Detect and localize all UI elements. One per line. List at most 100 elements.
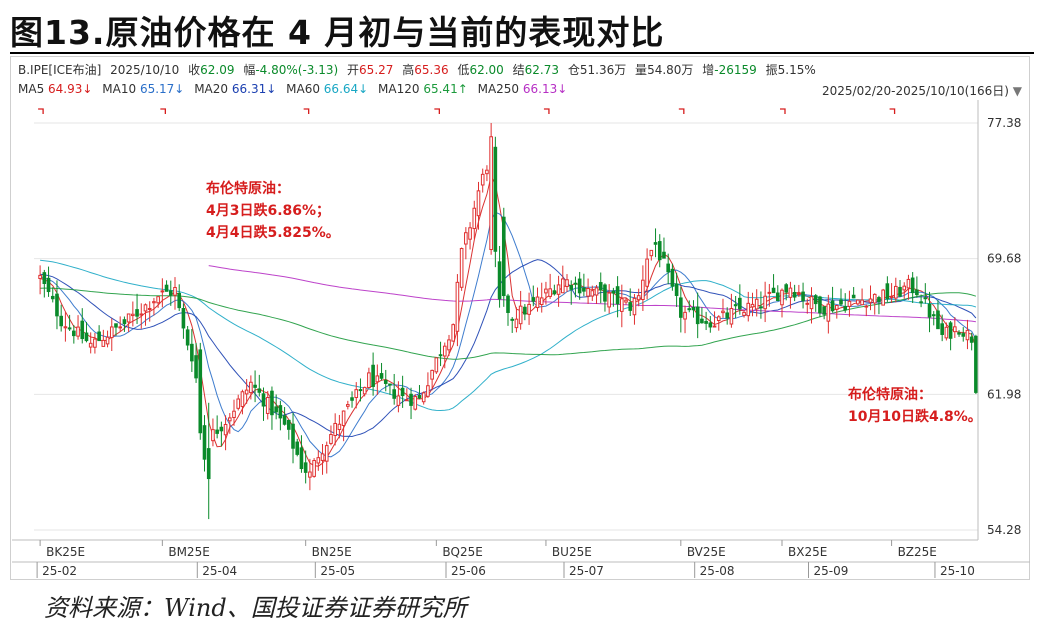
close-field: 收62.09 xyxy=(188,63,234,77)
month-label-6: 25-09 xyxy=(813,564,848,578)
candle-203 xyxy=(893,277,898,303)
candle-body xyxy=(472,207,477,230)
candle-88 xyxy=(409,387,413,420)
candle-body xyxy=(257,388,262,393)
candle-body xyxy=(780,289,784,306)
candle-118 xyxy=(535,287,540,312)
high-field: 高65.36 xyxy=(402,63,448,77)
ma250-field[interactable]: MA250 66.13↓ xyxy=(478,82,568,96)
candle-body xyxy=(177,292,182,309)
candle-body xyxy=(168,290,173,296)
ma5-label: MA5 xyxy=(18,82,45,96)
candle-body xyxy=(206,448,211,480)
candle-body xyxy=(265,397,270,414)
candle-body xyxy=(409,393,413,406)
october-annotation-line2: 10月10日跌4.8%。 xyxy=(848,409,982,425)
candle-212 xyxy=(931,311,936,326)
ma20-field[interactable]: MA20 66.31↓ xyxy=(194,82,276,96)
candle-46 xyxy=(232,399,236,426)
candle-body xyxy=(805,302,810,305)
candle-body xyxy=(493,146,498,252)
candle-body xyxy=(763,295,767,310)
candle-198 xyxy=(872,293,877,315)
candle-58 xyxy=(282,407,287,426)
volume-field: 量54.80万 xyxy=(635,63,693,77)
candle-188 xyxy=(830,286,835,313)
month-label-3: 25-06 xyxy=(451,564,486,578)
candle-body xyxy=(902,285,907,291)
candle-body xyxy=(303,462,308,473)
candle-body xyxy=(944,326,949,339)
contract-label-6: BX25E xyxy=(788,545,827,559)
candle-body xyxy=(316,457,321,464)
candle-body xyxy=(50,295,55,300)
candle-body xyxy=(147,307,152,310)
candle-171 xyxy=(759,291,763,319)
candle-139 xyxy=(624,297,628,305)
candle-body xyxy=(851,294,856,299)
candle-body xyxy=(421,392,426,403)
candle-body xyxy=(746,302,751,317)
oi-field: 仓51.36万 xyxy=(568,63,626,77)
candle-94 xyxy=(434,357,439,374)
ma20-line xyxy=(40,259,977,438)
ma120-field[interactable]: MA120 65.41↑ xyxy=(378,82,468,96)
candle-121 xyxy=(548,273,552,299)
candle-body xyxy=(708,322,713,328)
candle-221 xyxy=(969,332,974,351)
candle-body xyxy=(485,169,489,175)
candle-body xyxy=(957,332,961,335)
candle-body xyxy=(240,391,245,407)
candle-body xyxy=(965,329,970,341)
candle-body xyxy=(93,338,97,348)
candle-12 xyxy=(88,332,93,354)
volume-label: 量 xyxy=(635,63,648,77)
ma60-field[interactable]: MA60 66.64↓ xyxy=(286,82,368,96)
ma5-field[interactable]: MA5 64.93↓ xyxy=(18,82,92,96)
candle-36 xyxy=(190,328,194,372)
candle-body xyxy=(118,326,123,329)
candle-161 xyxy=(716,315,721,331)
ma10-field[interactable]: MA10 65.17↓ xyxy=(102,82,184,96)
candle-body xyxy=(927,303,932,318)
candle-body xyxy=(898,286,902,297)
title-rule xyxy=(10,52,1034,54)
candle-body xyxy=(969,336,974,343)
candle-96 xyxy=(442,342,447,369)
ma5-value: 64.93↓ xyxy=(48,82,93,96)
candle-body xyxy=(742,311,746,316)
candle-body xyxy=(181,308,186,329)
candle-131 xyxy=(590,285,595,302)
candle-body xyxy=(893,285,898,299)
candle-190 xyxy=(839,288,843,307)
ma120-label: MA120 xyxy=(378,82,420,96)
candle-213 xyxy=(936,300,940,330)
candle-body xyxy=(215,429,219,434)
candle-176 xyxy=(780,288,784,318)
candle-142 xyxy=(636,288,641,307)
candle-body xyxy=(826,303,831,322)
candle-body xyxy=(645,258,649,287)
candle-201 xyxy=(885,276,890,302)
candle-169 xyxy=(750,292,755,317)
chart-frame xyxy=(10,56,1030,580)
candle-body xyxy=(510,318,515,321)
candle-body xyxy=(628,302,633,311)
candle-body xyxy=(670,268,675,287)
candle-62 xyxy=(299,435,304,473)
candle-body xyxy=(164,284,169,292)
candle-2 xyxy=(46,266,51,297)
symbol-label[interactable]: B.IPE[ICE布油] xyxy=(18,63,102,77)
candle-body xyxy=(476,190,481,217)
candle-body xyxy=(940,323,944,335)
candle-body xyxy=(367,372,371,389)
candle-body xyxy=(405,399,409,402)
candle-body xyxy=(501,216,506,297)
candle-214 xyxy=(940,314,944,342)
candle-body xyxy=(885,283,890,300)
candle-body xyxy=(535,296,540,309)
dropdown-triangle-icon[interactable]: ▼ xyxy=(1012,84,1022,98)
candle-body xyxy=(641,279,645,301)
candle-160 xyxy=(712,311,717,328)
date-range-control[interactable]: 2025/02/20-2025/10/10(166日) ▼ xyxy=(822,82,1022,99)
